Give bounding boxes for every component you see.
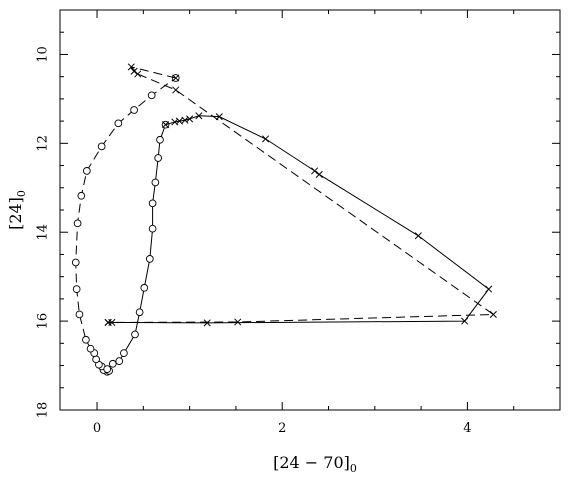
y-tick-label: 12 xyxy=(36,135,51,152)
circle-marker xyxy=(97,142,106,151)
x-marker xyxy=(311,167,319,175)
circle-marker xyxy=(75,310,84,319)
circle-marker xyxy=(148,224,157,233)
series-line xyxy=(108,66,495,323)
y-axis-title: [24]0 xyxy=(6,190,28,230)
x-marker xyxy=(127,63,135,71)
circle-marker xyxy=(82,335,90,344)
circle-marker xyxy=(135,308,144,317)
x-marker xyxy=(186,115,194,123)
y-tick-label: 14 xyxy=(36,224,51,241)
circle-marker xyxy=(114,119,123,128)
x-marker xyxy=(315,170,323,178)
circle-marker xyxy=(154,154,162,162)
series-1 xyxy=(71,74,180,376)
x-marker xyxy=(134,70,142,78)
series-2 xyxy=(104,63,497,326)
circle-marker xyxy=(92,355,100,364)
x-tick-label: 2 xyxy=(278,421,286,436)
x-marker xyxy=(181,116,189,124)
series-4 xyxy=(104,112,493,327)
x-axis-title: [24 − 70]0 xyxy=(273,453,357,475)
circle-marker xyxy=(72,285,81,293)
circle-marker xyxy=(131,330,139,339)
circle-marker xyxy=(156,135,164,144)
series-3 xyxy=(103,120,170,375)
x-marker xyxy=(215,113,223,121)
circle-marker xyxy=(115,357,124,365)
circle-marker xyxy=(83,167,91,175)
series-line xyxy=(75,77,177,373)
circle-marker xyxy=(148,199,157,208)
series-line xyxy=(108,115,490,324)
circle-marker xyxy=(151,178,160,187)
y-tick-label: 16 xyxy=(36,313,51,330)
circle-marker xyxy=(130,106,138,114)
series-layer xyxy=(71,63,497,376)
circle-marker xyxy=(86,344,95,353)
x-axis-title-main: [24 − 70] xyxy=(273,453,350,472)
y-axis-title-main: [24] xyxy=(6,197,25,230)
x-marker xyxy=(203,319,211,327)
circle-marker xyxy=(73,219,82,228)
x-marker xyxy=(104,318,112,326)
x-marker xyxy=(262,135,270,143)
y-tick-label: 18 xyxy=(36,402,51,419)
x-marker xyxy=(234,318,242,326)
x-marker xyxy=(130,67,138,75)
x-marker xyxy=(489,310,497,318)
y-tick-label: 10 xyxy=(36,46,51,63)
x-tick-label: 0 xyxy=(93,421,101,436)
x-tick-label: 4 xyxy=(463,421,471,436)
circle-marker xyxy=(120,349,128,357)
x-marker xyxy=(461,317,469,325)
x-marker xyxy=(414,232,422,240)
circle-marker xyxy=(108,359,117,368)
circle-marker xyxy=(103,365,112,373)
circle-marker xyxy=(77,191,86,200)
x-marker xyxy=(175,117,183,125)
x-marker xyxy=(172,74,180,82)
circle-marker xyxy=(145,255,154,263)
x-marker xyxy=(195,112,203,120)
x-axis-title-sub: 0 xyxy=(350,462,357,475)
axis-ticks: 0 2 4 10 12 14 16 18 xyxy=(36,9,561,436)
circle-marker xyxy=(147,91,156,100)
y-axis-title-sub: 0 xyxy=(15,190,28,197)
x-marker xyxy=(172,86,180,94)
circle-marker xyxy=(71,258,80,267)
x-marker xyxy=(485,285,493,293)
circle-marker xyxy=(140,283,149,292)
x-marker xyxy=(162,121,170,129)
